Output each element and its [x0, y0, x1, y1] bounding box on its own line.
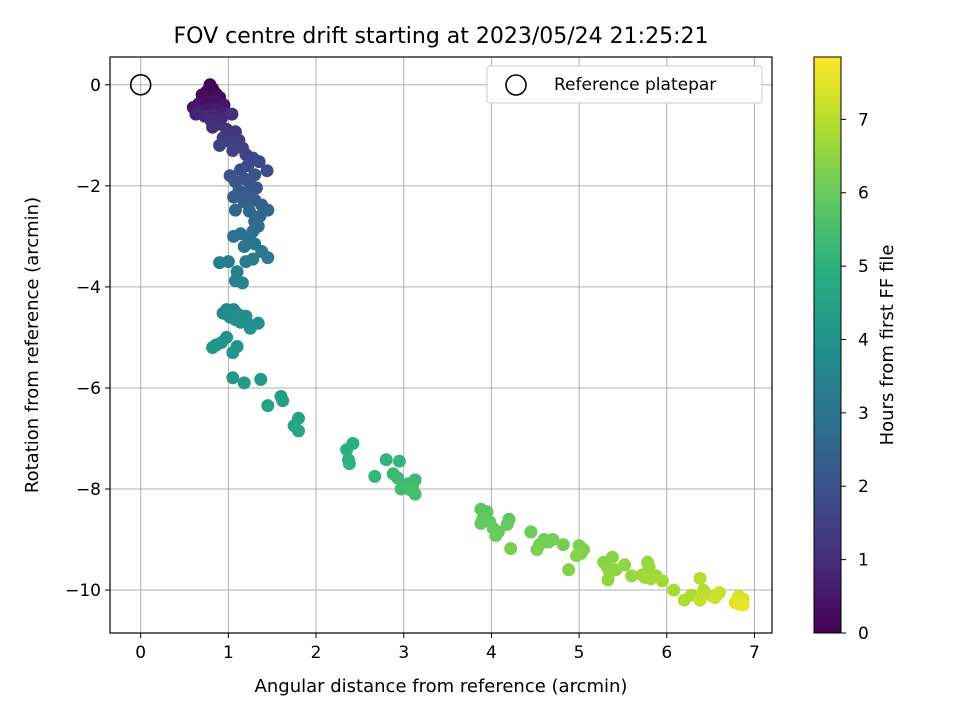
legend-box: [486, 65, 763, 104]
data-point: [500, 517, 514, 531]
data-point: [242, 204, 256, 218]
data-point: [276, 394, 290, 408]
colorbar-tick-label: 1: [858, 551, 869, 571]
data-point: [235, 276, 249, 290]
data-point: [736, 598, 750, 612]
data-point: [504, 542, 518, 556]
colorbar: [813, 56, 842, 634]
legend: Reference platepar: [486, 65, 763, 104]
data-point: [261, 399, 275, 413]
y-axis-ticks: 0 −2 −4 −6 −8 −10: [65, 76, 110, 601]
data-point: [213, 138, 227, 152]
data-point: [292, 424, 305, 438]
x-axis-label: Angular distance from reference (arcmin): [255, 676, 628, 697]
data-point: [228, 203, 242, 217]
y-tick-label: −4: [76, 278, 101, 298]
x-tick-label: 3: [398, 643, 409, 663]
colorbar-tick-label: 2: [858, 477, 869, 497]
x-axis-ticks: 0 1 2 3 4 5 6 7: [135, 633, 760, 663]
x-tick-label: 5: [574, 643, 585, 663]
data-point: [474, 516, 488, 530]
grid-lines: [110, 57, 772, 633]
data-point: [570, 549, 583, 563]
x-tick-label: 2: [311, 643, 322, 663]
data-point: [237, 376, 251, 390]
x-tick-label: 4: [486, 643, 497, 663]
data-point: [206, 120, 220, 134]
data-point: [252, 155, 266, 169]
data-point: [625, 569, 639, 583]
x-tick-label: 7: [749, 643, 760, 663]
data-point: [524, 525, 538, 539]
scatter-points: [186, 78, 750, 612]
data-point: [394, 482, 408, 496]
y-tick-label: −10: [65, 581, 101, 601]
data-point: [677, 593, 691, 607]
data-point: [248, 168, 262, 182]
data-point: [489, 529, 503, 542]
y-tick-label: −6: [76, 379, 101, 399]
data-point: [693, 571, 707, 585]
data-point: [562, 563, 576, 577]
y-tick-label: −8: [76, 480, 101, 500]
legend-reference-marker: [505, 74, 527, 96]
x-tick-label: 6: [661, 643, 672, 663]
colorbar-tick-label: 3: [858, 404, 869, 424]
x-tick-label: 1: [223, 643, 234, 663]
colorbar-tick-label: 5: [858, 257, 869, 277]
data-point: [556, 538, 570, 552]
plot-frame: [109, 56, 773, 634]
data-point: [261, 251, 275, 265]
data-point: [655, 574, 669, 588]
data-point: [379, 453, 393, 467]
colorbar-ticks: 0 1 2 3 4 5 6 7: [841, 110, 869, 644]
data-point: [667, 583, 681, 597]
colorbar-tick-label: 4: [858, 330, 869, 350]
colorbar-label: Hours from first FF file: [877, 245, 898, 446]
data-point: [601, 573, 615, 587]
colorbar-tick-label: 6: [858, 184, 869, 204]
y-tick-label: 0: [90, 76, 101, 96]
data-point: [260, 164, 274, 178]
data-point: [340, 443, 354, 457]
data-point: [213, 256, 227, 270]
data-point: [342, 457, 356, 471]
y-tick-label: −2: [76, 177, 101, 197]
data-point: [226, 371, 240, 385]
legend-reference-label: Reference platepar: [554, 75, 716, 95]
data-point: [391, 471, 405, 485]
y-axis-label: Rotation from reference (arcmin): [22, 197, 43, 493]
data-point: [227, 190, 241, 204]
data-point: [408, 487, 422, 501]
x-tick-label: 0: [135, 643, 146, 663]
chart-title: FOV centre drift starting at 2023/05/24 …: [174, 24, 709, 49]
data-point: [206, 341, 220, 354]
data-point: [226, 144, 240, 157]
data-point: [239, 255, 253, 269]
colorbar-tick-label: 0: [858, 624, 869, 644]
data-point: [243, 321, 257, 335]
colorbar-tick-label: 7: [858, 110, 869, 130]
data-point: [227, 229, 241, 243]
data-point: [226, 346, 240, 360]
data-point: [605, 550, 619, 564]
data-point: [392, 454, 406, 468]
data-point: [225, 107, 239, 121]
data-point: [530, 543, 544, 557]
data-point: [693, 593, 707, 607]
data-point: [618, 558, 632, 572]
data-point: [708, 591, 722, 605]
data-point: [644, 572, 658, 586]
data-point: [368, 469, 382, 483]
reference-marker-layer: [129, 73, 152, 96]
reference-point: [129, 73, 152, 96]
data-point: [254, 372, 268, 386]
data-point: [237, 240, 251, 253]
